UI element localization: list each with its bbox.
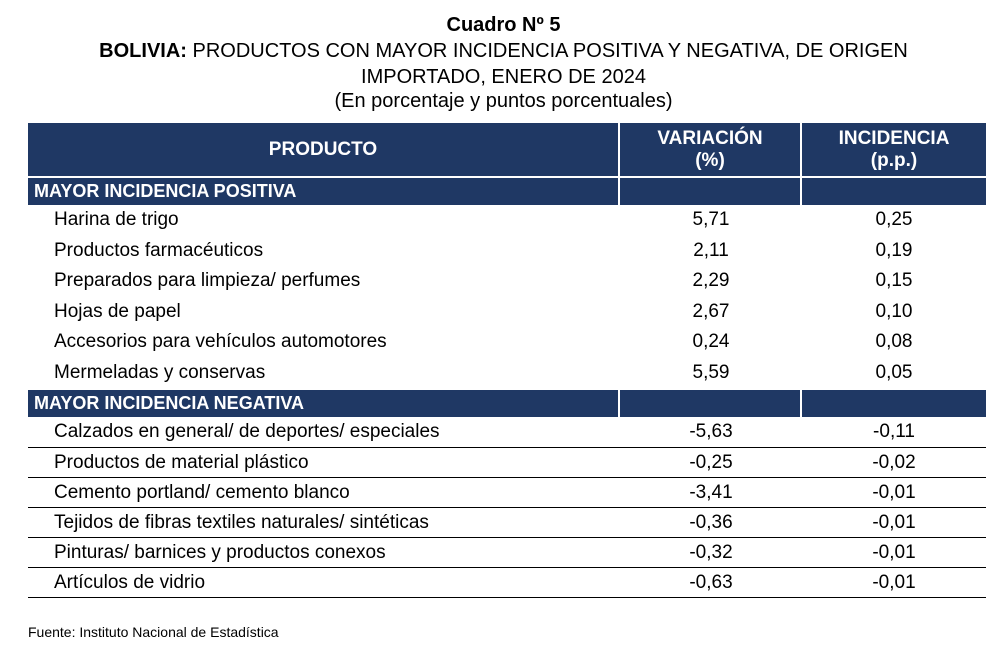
table-header: PRODUCTO VARIACIÓN (%) INCIDENCIA (p.p.) bbox=[28, 123, 986, 176]
section-filler bbox=[802, 390, 986, 417]
cell-producto: Preparados para limpieza/ perfumes bbox=[54, 270, 361, 292]
table-row: Harina de trigo 5,71 0,25 bbox=[28, 205, 986, 236]
cell-producto: Hojas de papel bbox=[54, 300, 181, 322]
cell-incidencia: -0,01 bbox=[872, 541, 916, 563]
section-filler bbox=[620, 178, 802, 205]
cell-incidencia: -0,01 bbox=[872, 481, 916, 503]
header-incidencia-label: INCIDENCIA bbox=[838, 127, 950, 149]
cell-variacion: 2,11 bbox=[693, 239, 729, 261]
section-negative-heading: MAYOR INCIDENCIA NEGATIVA bbox=[28, 388, 986, 417]
cell-incidencia: -0,01 bbox=[872, 571, 916, 593]
cell-producto: Cemento portland/ cemento blanco bbox=[54, 481, 350, 503]
cell-variacion: 2,67 bbox=[692, 300, 730, 322]
cell-variacion: -0,25 bbox=[689, 451, 733, 473]
source-note: Fuente: Instituto Nacional de Estadístic… bbox=[28, 624, 279, 640]
header-producto: PRODUCTO bbox=[28, 123, 620, 176]
cell-producto: Productos farmacéuticos bbox=[54, 239, 264, 261]
header-incidencia: INCIDENCIA (p.p.) bbox=[802, 123, 986, 176]
section-label: MAYOR INCIDENCIA NEGATIVA bbox=[28, 390, 620, 417]
positive-rows: Harina de trigo 5,71 0,25 Productos farmac… bbox=[28, 205, 986, 388]
table-title: Cuadro Nº 5 bbox=[446, 14, 561, 36]
header-variacion: VARIACIÓN (%) bbox=[620, 123, 802, 176]
data-table: PRODUCTO VARIACIÓN (%) INCIDENCIA (p.p.) M… bbox=[28, 123, 986, 598]
cell-producto: Calzados en general/ de deportes/ especi… bbox=[54, 421, 440, 442]
cell-incidencia: 0,10 bbox=[875, 300, 913, 322]
table-row: Pinturas/ barnices y productos conexos -0… bbox=[28, 538, 986, 568]
table-row: Artículos de vidrio -0,63 -0,01 bbox=[28, 568, 986, 598]
cell-producto: Tejidos de fibras textiles naturales/ si… bbox=[54, 511, 429, 533]
cell-incidencia: 0,08 bbox=[875, 331, 913, 353]
cell-variacion: -5,63 bbox=[689, 421, 733, 442]
cell-incidencia: -0,01 bbox=[872, 511, 916, 533]
cell-producto: Artículos de vidrio bbox=[54, 571, 206, 593]
table-row: Mermeladas y conservas 5,59 0,05 bbox=[28, 358, 986, 389]
cell-incidencia: 0,19 bbox=[875, 239, 913, 261]
cell-variacion: 0,24 bbox=[692, 331, 730, 353]
cell-variacion: 2,29 bbox=[692, 270, 730, 292]
cell-incidencia: -0,11 bbox=[873, 421, 915, 442]
title-block: Cuadro Nº 5 BOLIVIA: PRODUCTOS CON MAYOR… bbox=[0, 12, 1007, 112]
cell-producto: Accesorios para vehículos automotores bbox=[54, 331, 387, 353]
header-variacion-unit: (%) bbox=[695, 149, 725, 171]
header-variacion-label: VARIACIÓN bbox=[657, 127, 763, 149]
cell-producto: Pinturas/ barnices y productos conexos bbox=[54, 541, 386, 563]
section-positive-heading: MAYOR INCIDENCIA POSITIVA bbox=[28, 176, 986, 205]
cell-variacion: 5,71 bbox=[692, 209, 730, 231]
cell-incidencia: 0,15 bbox=[875, 270, 913, 292]
table-units: (En porcentaje y puntos porcentuales) bbox=[334, 90, 673, 112]
cell-variacion: -0,32 bbox=[689, 541, 733, 563]
table-subtitle-line2: IMPORTADO, ENERO DE 2024 bbox=[361, 66, 646, 88]
cell-variacion: -3,41 bbox=[689, 481, 733, 503]
cell-incidencia: -0,02 bbox=[872, 451, 916, 473]
cell-variacion: 5,59 bbox=[692, 361, 730, 383]
cell-producto: Mermeladas y conservas bbox=[54, 361, 266, 383]
table-row: Accesorios para vehículos automotores 0,2… bbox=[28, 327, 986, 358]
cell-producto: Harina de trigo bbox=[54, 209, 179, 231]
subtitle-country: BOLIVIA: bbox=[99, 40, 187, 62]
table-row: Calzados en general/ de deportes/ especi… bbox=[28, 417, 986, 448]
table-row: Preparados para limpieza/ perfumes 2,29 0,… bbox=[28, 266, 986, 297]
cell-variacion: -0,63 bbox=[689, 571, 733, 593]
table-row: Cemento portland/ cemento blanco -3,41 -0,… bbox=[28, 478, 986, 508]
cell-variacion: -0,36 bbox=[689, 511, 733, 533]
cell-incidencia: 0,25 bbox=[875, 209, 913, 231]
section-label: MAYOR INCIDENCIA POSITIVA bbox=[28, 178, 620, 205]
table-row: Hojas de papel 2,67 0,10 bbox=[28, 297, 986, 328]
table-row: Productos de material plástico -0,25 -0,02 bbox=[28, 448, 986, 478]
table-row: Tejidos de fibras textiles naturales/ si… bbox=[28, 508, 986, 538]
section-filler bbox=[620, 390, 802, 417]
subtitle-text: PRODUCTOS CON MAYOR INCIDENCIA POSITIVA … bbox=[186, 40, 908, 62]
header-incidencia-unit: (p.p.) bbox=[870, 149, 918, 171]
negative-rows: Calzados en general/ de deportes/ especi… bbox=[28, 417, 986, 598]
cell-incidencia: 0,05 bbox=[875, 361, 913, 383]
table-row: Productos farmacéuticos 2,11 0,19 bbox=[28, 236, 986, 267]
cell-producto: Productos de material plástico bbox=[54, 451, 309, 473]
section-filler bbox=[802, 178, 986, 205]
table-subtitle: BOLIVIA: PRODUCTOS CON MAYOR INCIDENCIA … bbox=[0, 38, 1007, 64]
